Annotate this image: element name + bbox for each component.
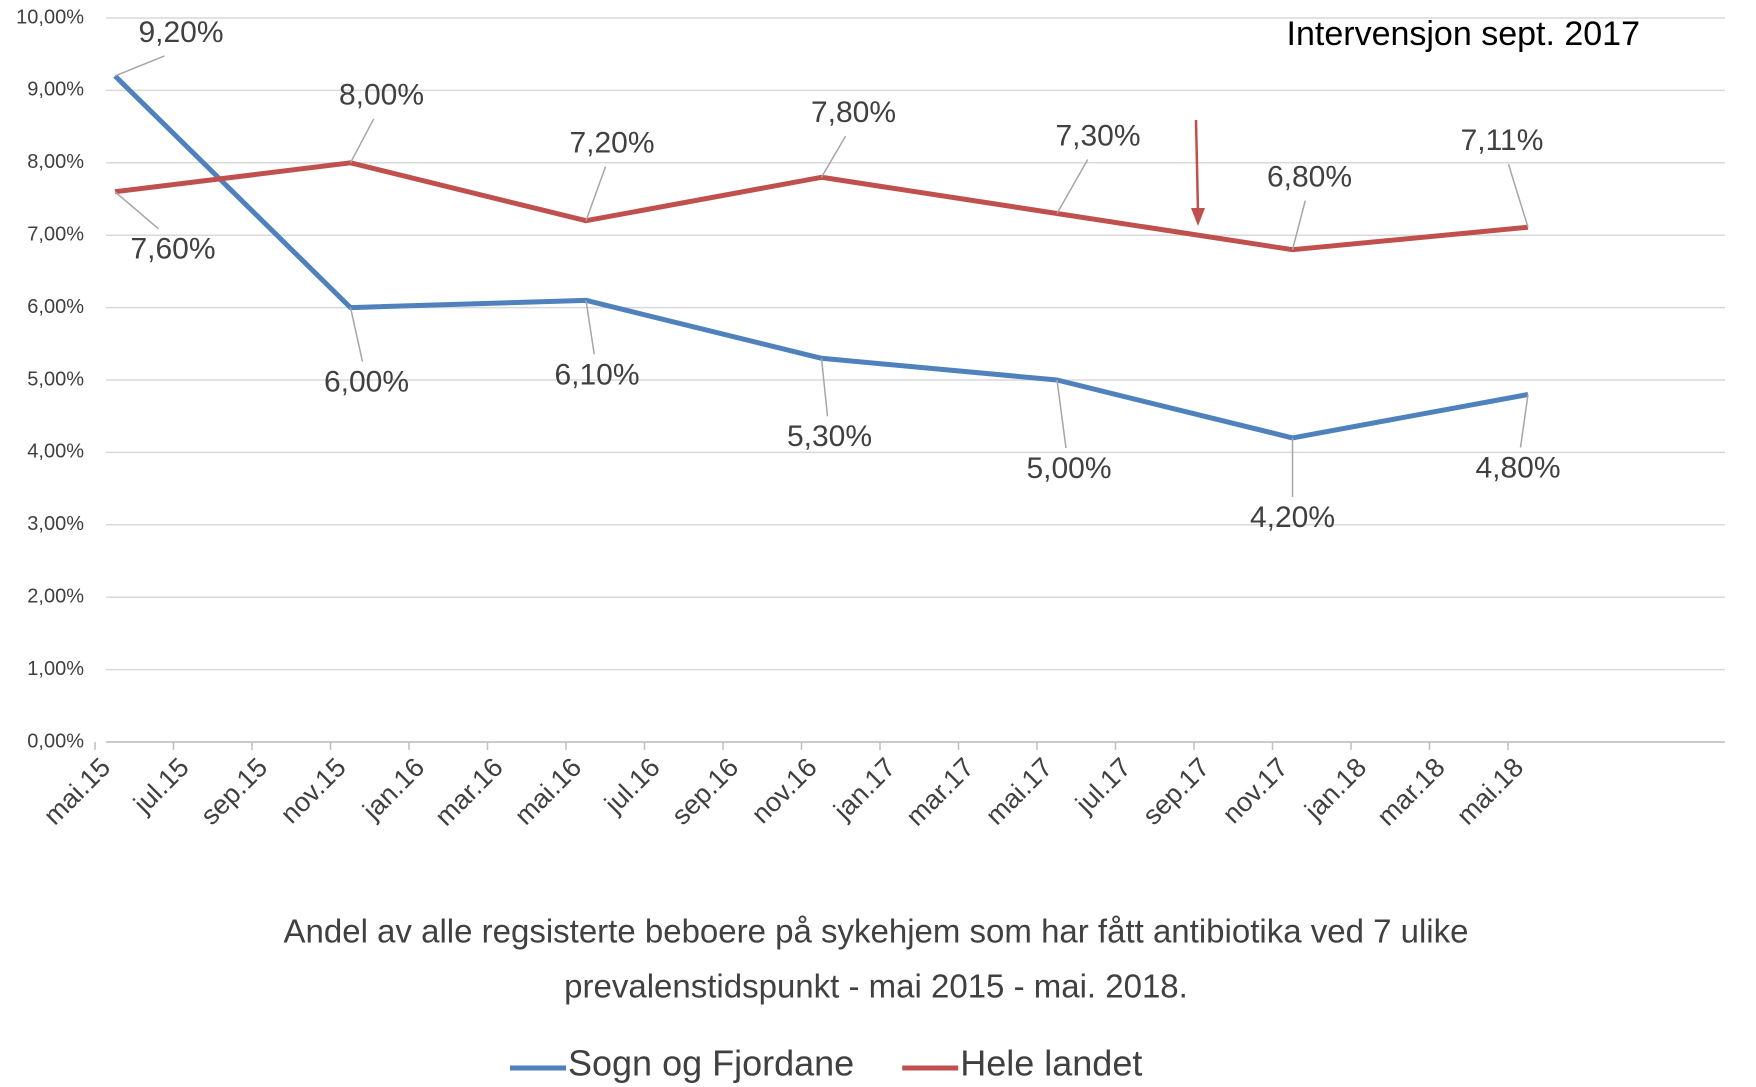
leader-line [1056, 159, 1089, 214]
x-tick-label: sep.15 [195, 752, 274, 831]
leader-line [585, 300, 595, 355]
y-tick-label: 6,00% [27, 296, 84, 318]
leader-line [114, 55, 165, 77]
leader-line [820, 135, 847, 178]
legend-label: Sogn og Fjordane [568, 1043, 854, 1084]
leader-line [820, 358, 829, 417]
data-label: 6,00% [324, 366, 409, 399]
x-tick-label: nov.15 [275, 752, 352, 829]
data-label: 7,20% [569, 127, 654, 160]
leader-line [1056, 379, 1067, 449]
data-label: 7,30% [1055, 119, 1140, 152]
leader-line [114, 191, 159, 230]
data-label: 7,60% [130, 233, 215, 266]
x-tick-label: jan.18 [1298, 752, 1372, 826]
x-tick-label: nov.16 [746, 752, 823, 829]
x-tick-label: nov.17 [1217, 752, 1294, 829]
data-label: 4,80% [1475, 451, 1560, 484]
y-tick-label: 1,00% [27, 658, 84, 680]
data-label: 6,80% [1267, 161, 1352, 194]
annotation-text: Intervensjon sept. 2017 [1287, 15, 1640, 53]
x-tick-label: mai.16 [509, 752, 588, 831]
data-label: 8,00% [339, 79, 424, 112]
y-tick-label: 0,00% [27, 730, 84, 752]
x-tick-label: mar.16 [429, 752, 509, 832]
annotation-arrowhead [1191, 208, 1205, 226]
x-tick-label: mar.17 [900, 752, 980, 832]
data-label: 7,11% [1461, 124, 1544, 157]
leader-line [1291, 200, 1306, 250]
data-label: 4,20% [1250, 501, 1335, 534]
data-label: 6,10% [554, 358, 639, 391]
annotation-arrow [1194, 119, 1200, 213]
x-tick-label: sep.16 [666, 752, 745, 831]
y-tick-label: 4,00% [27, 441, 84, 463]
x-tick-label: mai.18 [1451, 752, 1530, 831]
leader-line [585, 166, 607, 221]
y-tick-label: 10,00% [16, 6, 84, 28]
y-tick-label: 2,00% [27, 585, 84, 607]
x-axis-title-line2: prevalenstidspunkt - mai 2015 - mai. 201… [564, 968, 1188, 1005]
x-tick-label: jul.17 [1069, 752, 1137, 820]
y-tick-label: 3,00% [27, 513, 84, 535]
leader-line [349, 307, 364, 362]
leader-line [1519, 394, 1529, 448]
data-label: 9,20% [138, 16, 223, 49]
data-label: 5,30% [787, 420, 872, 453]
x-tick-label: sep.17 [1137, 752, 1216, 831]
y-tick-label: 8,00% [27, 151, 84, 173]
data-label: 7,80% [811, 96, 896, 129]
x-tick-label: jan.16 [356, 752, 430, 826]
x-tick-label: mar.18 [1371, 752, 1451, 832]
data-label: 5,00% [1026, 452, 1111, 485]
leader-line [349, 118, 375, 164]
y-tick-label: 9,00% [27, 79, 84, 101]
y-tick-label: 5,00% [27, 368, 84, 390]
x-axis-title-line1: Andel av alle regsisterte beboere på syk… [284, 913, 1469, 950]
x-tick-label: jul.16 [598, 752, 666, 820]
x-tick-label: mai.17 [980, 752, 1059, 831]
y-tick-label: 7,00% [27, 223, 84, 245]
x-tick-label: mai.15 [38, 752, 117, 831]
leader-line [1507, 164, 1529, 228]
legend-label: Hele landet [960, 1043, 1142, 1084]
x-tick-label: jul.15 [127, 752, 195, 820]
x-tick-label: jan.17 [827, 752, 901, 826]
